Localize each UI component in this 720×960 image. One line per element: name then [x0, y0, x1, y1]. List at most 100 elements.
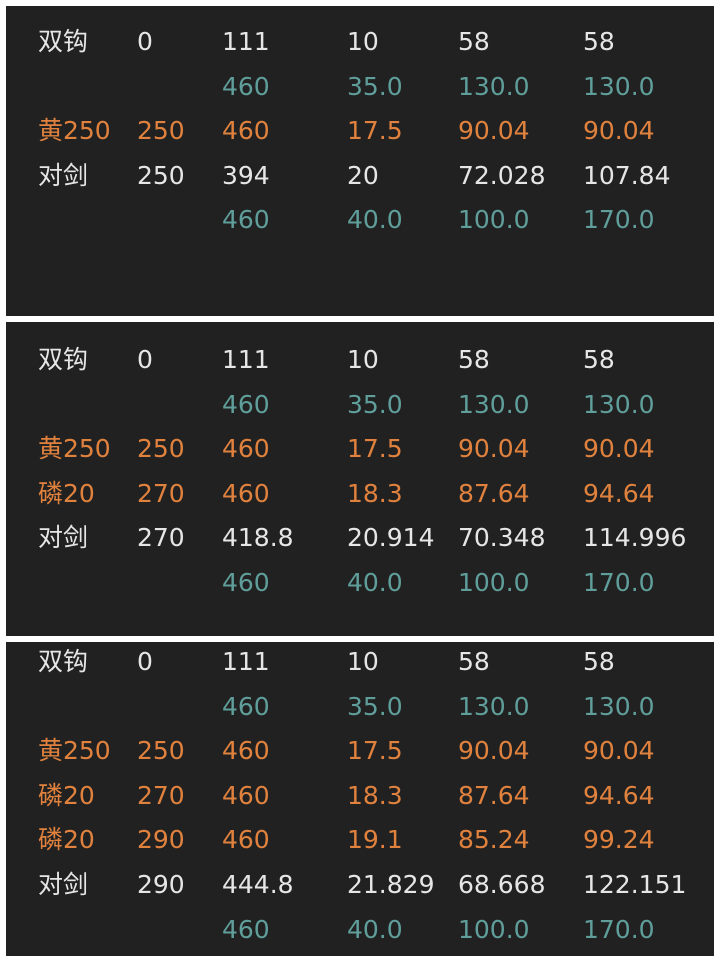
cell-value: 111 — [222, 345, 270, 374]
cell-value: 290 — [137, 870, 185, 899]
cell-value: 18.3 — [347, 478, 403, 508]
cell-value: 10 — [347, 345, 379, 374]
cell-value: 270 — [137, 523, 185, 553]
cell-value: 460 — [222, 568, 270, 597]
cell-value: 460 — [222, 434, 270, 464]
cell-value: 10 — [347, 27, 379, 56]
cell-value: 100.0 — [458, 205, 530, 235]
cell-value: 94.64 — [583, 780, 655, 810]
cell-value: 35.0 — [347, 71, 403, 101]
cell-value: 90.04 — [458, 116, 530, 146]
cell-value: 460 — [222, 736, 270, 766]
cell-value: 0 — [137, 647, 153, 676]
cell-value: 460 — [222, 116, 270, 146]
cell-value: 111 — [222, 27, 270, 56]
cell-value: 170.0 — [583, 568, 655, 597]
cell-value: 122.151 — [583, 870, 687, 899]
cell-value: 17.5 — [347, 434, 403, 464]
cell-value: 460 — [222, 205, 270, 235]
cell-value: 20 — [347, 160, 379, 190]
cell-value: 87.64 — [458, 780, 530, 810]
cell-value: 0 — [137, 345, 153, 374]
cell-value: 130.0 — [583, 71, 655, 101]
cell-value: 87.64 — [458, 478, 530, 508]
cell-value: 99.24 — [583, 825, 655, 855]
cell-value: 460 — [222, 914, 270, 944]
cell-value: 35.0 — [347, 691, 403, 721]
row-label: 黄250 — [38, 736, 111, 766]
cell-value: 17.5 — [347, 736, 403, 766]
cell-value: 100.0 — [458, 568, 530, 597]
cell-value: 90.04 — [583, 736, 655, 766]
cell-value: 250 — [137, 160, 185, 190]
cell-value: 460 — [222, 825, 270, 855]
row-label: 磷20 — [38, 478, 95, 508]
cell-value: 418.8 — [222, 523, 294, 553]
cell-value: 90.04 — [458, 736, 530, 766]
cell-value: 90.04 — [583, 434, 655, 464]
cell-value: 70.348 — [458, 523, 546, 553]
cell-value: 20.914 — [347, 523, 435, 553]
cell-value: 460 — [222, 780, 270, 810]
row-label: 磷20 — [38, 780, 95, 810]
cell-value: 35.0 — [347, 389, 403, 419]
note-panel: 双钩 0 111 10 58 58 460 35.0 130.0 130.0 黄250 250 460 1… — [6, 6, 714, 316]
cell-value: 58 — [458, 345, 490, 374]
cell-value: 290 — [137, 825, 185, 855]
cell-value: 72.028 — [458, 160, 546, 190]
cell-value: 170.0 — [583, 914, 655, 944]
row-label: 黄250 — [38, 434, 111, 464]
cell-value: 394 — [222, 160, 270, 190]
cell-value: 111 — [222, 647, 270, 676]
cell-value: 130.0 — [583, 389, 655, 419]
row-label: 双钩 — [38, 647, 89, 676]
cell-value: 90.04 — [458, 434, 530, 464]
cell-value: 58 — [458, 27, 490, 56]
cell-value: 114.996 — [583, 523, 687, 553]
cell-value: 270 — [137, 478, 185, 508]
cell-value: 17.5 — [347, 116, 403, 146]
row-label: 磷20 — [38, 825, 95, 855]
cell-value: 130.0 — [583, 691, 655, 721]
cell-value: 85.24 — [458, 825, 530, 855]
cell-value: 130.0 — [458, 71, 530, 101]
cell-value: 58 — [583, 647, 615, 676]
cell-value: 10 — [347, 647, 379, 676]
cell-value: 68.668 — [458, 870, 546, 899]
cell-value: 460 — [222, 478, 270, 508]
row-label: 双钩 — [38, 345, 89, 374]
cell-value: 19.1 — [347, 825, 403, 855]
cell-value: 58 — [458, 647, 490, 676]
cell-value: 40.0 — [347, 568, 403, 597]
cell-value: 100.0 — [458, 914, 530, 944]
cell-value: 250 — [137, 116, 185, 146]
cell-value: 40.0 — [347, 205, 403, 235]
cell-value: 58 — [583, 345, 615, 374]
cell-value: 130.0 — [458, 389, 530, 419]
row-label: 对剑 — [38, 870, 89, 899]
cell-value: 460 — [222, 71, 270, 101]
cell-value: 21.829 — [347, 870, 435, 899]
row-label: 对剑 — [38, 523, 89, 553]
row-label: 黄250 — [38, 116, 111, 146]
cell-value: 18.3 — [347, 780, 403, 810]
cell-value: 444.8 — [222, 870, 294, 899]
cell-value: 460 — [222, 389, 270, 419]
cell-value: 250 — [137, 434, 185, 464]
cell-value: 170.0 — [583, 205, 655, 235]
note-panel: 双钩 0 111 10 58 58 460 35.0 130.0 130.0 黄250 250 460 1… — [6, 642, 714, 956]
cell-value: 90.04 — [583, 116, 655, 146]
row-label: 双钩 — [38, 27, 89, 56]
row-label: 对剑 — [38, 160, 89, 190]
note-panel: 双钩 0 111 10 58 58 460 35.0 130.0 130.0 黄250 250 460 1… — [6, 322, 714, 636]
cell-value: 130.0 — [458, 691, 530, 721]
cell-value: 40.0 — [347, 914, 403, 944]
cell-value: 460 — [222, 691, 270, 721]
cell-value: 0 — [137, 27, 153, 56]
cell-value: 250 — [137, 736, 185, 766]
cell-value: 107.84 — [583, 160, 671, 190]
cell-value: 270 — [137, 780, 185, 810]
cell-value: 58 — [583, 27, 615, 56]
cell-value: 94.64 — [583, 478, 655, 508]
